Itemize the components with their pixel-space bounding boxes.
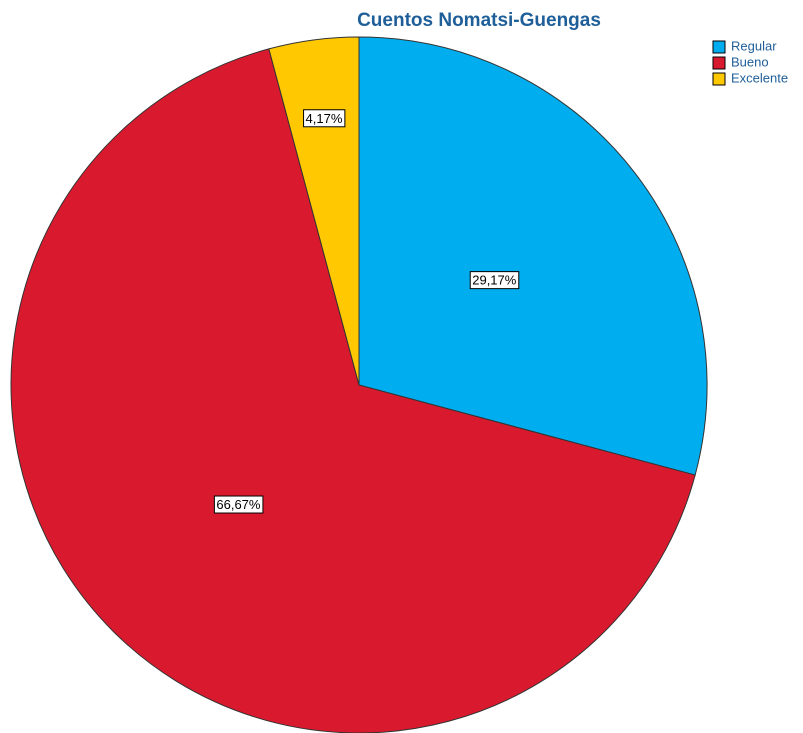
pie-slice (358, 36, 708, 476)
data-label: 29,17% (472, 273, 517, 288)
legend-label: Excelente (731, 70, 788, 85)
pie-slice (10, 48, 696, 733)
data-label-box (469, 271, 520, 290)
legend-label: Regular (731, 38, 777, 53)
chart-title: Cuentos Nomatsi-Guengas (357, 10, 601, 31)
legend-swatch (712, 72, 726, 86)
legend-swatch (712, 56, 726, 70)
data-label: 4,17% (306, 111, 343, 126)
data-label: 66,67% (216, 497, 261, 512)
legend-label: Bueno (731, 54, 769, 69)
legend-swatch (712, 40, 726, 54)
data-label-box (213, 495, 264, 514)
data-label-box (303, 109, 346, 128)
